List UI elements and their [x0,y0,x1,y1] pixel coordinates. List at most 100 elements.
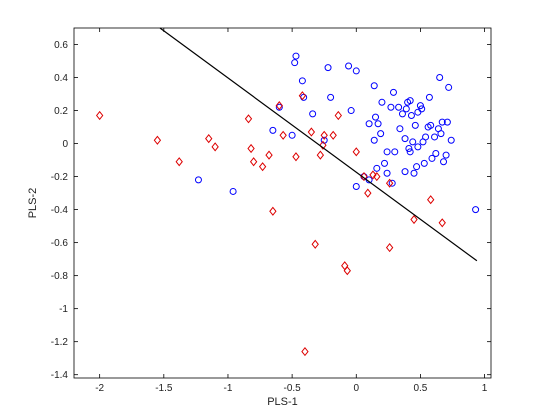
y-tick-label: 0.2 [54,106,68,117]
data-point-circle [269,126,277,134]
data-point-circle [432,149,440,157]
data-point-circle [413,163,421,171]
data-point-circle [443,118,451,126]
y-tick-label: 0 [62,139,68,150]
data-point-circle [383,169,391,177]
data-point-circle [401,168,409,176]
data-point-circle [411,121,419,129]
data-point-circle [370,136,378,144]
y-tick-label: -0.6 [51,238,69,249]
data-point-circle [396,125,404,133]
data-point-diamond [249,157,258,167]
data-point-diamond [329,130,337,140]
data-point-diamond [311,239,319,249]
x-tick-label: 1 [482,383,488,394]
data-point-circle [291,59,299,67]
plot-area: -2 -1.5 -1 -0.5 0 0.5 1 -1.4 -1.2 -1 -0.8 -0.6 -0.4 -… [51,27,492,394]
data-point-circle [378,98,386,106]
data-point-diamond [298,91,307,101]
data-point-circle [395,103,403,111]
data-point-circle [292,52,300,60]
data-point-circle [347,107,355,115]
data-point-circle [352,182,360,190]
data-point-circle [425,93,433,101]
data-point-circle [436,74,444,82]
separating-line [159,27,478,262]
data-point-diamond [265,150,273,160]
data-point-diamond [352,147,360,157]
data-point-circle [398,110,406,118]
data-point-diamond [320,130,328,140]
x-tick-label: -0.5 [284,383,302,394]
data-point-circle [428,154,436,162]
data-point-circle [381,159,389,167]
data-point-circle [420,159,428,167]
data-point-diamond [427,195,435,205]
data-point-diamond [316,150,325,160]
data-point-diamond [279,130,287,140]
data-point-circle [194,176,202,184]
data-point-circle [410,169,418,177]
data-point-circle [416,102,424,110]
data-point-diamond [438,218,446,228]
y-tick-label: -1 [59,304,68,315]
data-markers [95,52,480,357]
data-point-circle [405,145,413,153]
data-point-diamond [95,110,104,121]
data-point-circle [447,136,455,144]
y-axis-label: PLS-2 [27,188,39,219]
data-point-circle [409,138,417,146]
data-point-circle [388,179,396,187]
data-point-circle [372,113,380,121]
data-point-circle [438,118,446,126]
data-point-circle [445,83,453,91]
data-point-circle [401,135,409,143]
data-point-circle [229,187,237,195]
y-tick-label: 0.6 [54,40,68,51]
y-tick-label: -1.2 [51,337,69,348]
y-tick-label: -1.4 [51,370,69,381]
data-point-diamond [258,162,267,172]
axis-ticks: -2 -1.5 -1 -0.5 0 0.5 1 -1.4 -1.2 -1 -0.8 -0.6 -0.4 -… [51,28,491,394]
data-point-circle [345,62,353,70]
data-point-diamond [247,143,255,154]
data-point-circle [440,158,448,166]
data-point-circle [391,148,399,156]
data-point-circle [407,112,415,119]
data-point-circle [288,131,296,139]
data-point-circle [373,164,381,172]
data-point-diamond [343,266,351,276]
data-point-circle [406,97,414,105]
data-point-circle [383,148,391,156]
data-point-circle [442,151,450,159]
data-point-circle [414,143,422,151]
x-tick-label: 0.5 [413,383,427,394]
data-point-diamond [410,214,418,225]
data-point-diamond [175,157,183,167]
data-point-diamond [292,152,300,162]
y-tick-label: 0.4 [54,73,68,84]
x-tick-label: -1 [224,383,233,394]
data-point-diamond [301,346,309,357]
x-tick-label: -2 [95,383,104,394]
data-point-circle [427,121,435,129]
data-point-circle [365,120,373,128]
plot-frame [73,27,492,379]
data-point-circle [472,206,480,214]
data-point-circle [422,133,430,141]
x-tick-label: 0 [353,383,359,394]
data-point-circle [387,103,395,111]
data-point-diamond [360,171,368,182]
data-point-diamond [205,134,213,144]
data-point-diamond [211,142,219,152]
data-point-circle [402,105,410,113]
data-point-circle [437,130,445,138]
data-point-diamond [275,100,283,111]
x-tick-label: -1.5 [155,383,173,394]
data-point-diamond [385,178,394,188]
data-point-circle [370,82,378,90]
data-point-circle [389,88,397,96]
data-point-circle [352,67,360,75]
